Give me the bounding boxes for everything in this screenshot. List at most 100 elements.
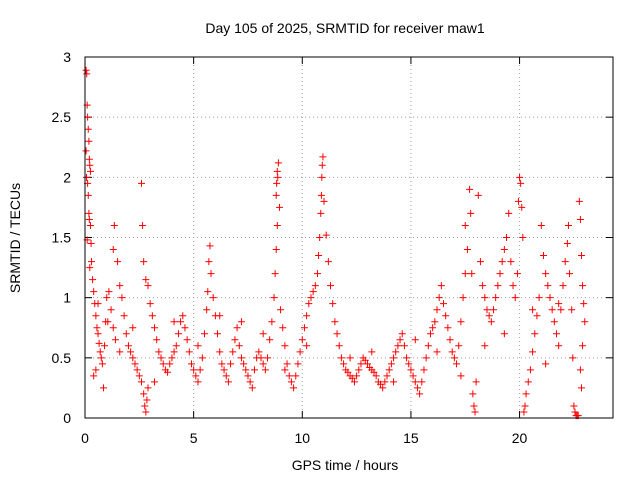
data-point	[357, 360, 365, 368]
y-tick-label: 1.5	[52, 230, 72, 246]
x-tick-label: 0	[81, 430, 89, 446]
data-point	[170, 348, 178, 356]
data-point	[127, 348, 135, 356]
data-point	[170, 318, 178, 326]
data-point	[431, 318, 439, 326]
data-point	[248, 384, 256, 392]
data-point	[576, 215, 584, 223]
data-point	[407, 366, 415, 374]
data-point	[107, 306, 115, 314]
data-point	[116, 282, 124, 290]
data-point	[481, 342, 489, 350]
data-point	[503, 234, 511, 241]
data-point	[396, 336, 404, 344]
data-point	[442, 312, 450, 320]
data-point	[122, 330, 130, 338]
data-point	[237, 318, 245, 326]
data-point	[331, 318, 339, 326]
data-point	[390, 378, 398, 386]
data-point	[544, 282, 552, 290]
data-point	[481, 294, 489, 302]
data-point	[114, 258, 122, 266]
data-point	[95, 339, 103, 347]
data-point	[522, 390, 530, 398]
data-point	[109, 246, 117, 254]
data-point	[273, 167, 281, 175]
data-point	[220, 366, 228, 374]
data-point	[157, 354, 165, 362]
x-tick-label: 20	[512, 430, 528, 446]
data-point	[394, 342, 402, 350]
data-point	[85, 215, 93, 223]
data-point	[555, 342, 563, 350]
data-point	[348, 374, 356, 382]
data-point	[513, 270, 521, 278]
data-point	[570, 402, 578, 410]
data-point	[420, 366, 428, 374]
data-point	[363, 360, 371, 368]
data-point	[151, 378, 159, 386]
data-point	[433, 306, 441, 314]
data-point	[266, 336, 274, 344]
data-point	[146, 300, 154, 308]
data-point	[259, 360, 267, 368]
data-point	[319, 153, 327, 161]
data-point	[479, 282, 487, 290]
data-point	[118, 294, 126, 302]
data-point	[476, 258, 484, 266]
data-point	[520, 408, 528, 416]
data-point	[198, 354, 206, 362]
data-point	[166, 360, 174, 368]
data-point	[164, 368, 172, 376]
data-point	[387, 360, 395, 368]
data-point	[468, 270, 476, 278]
data-point	[179, 312, 187, 320]
data-point	[83, 173, 91, 181]
data-point	[142, 276, 150, 284]
y-tick-label: 3	[63, 49, 71, 65]
data-point	[285, 372, 293, 380]
data-point	[317, 209, 325, 217]
data-point	[370, 368, 378, 376]
data-point	[255, 348, 263, 356]
data-point	[470, 402, 478, 410]
data-point	[516, 173, 524, 181]
data-point	[194, 378, 202, 386]
data-point	[429, 324, 437, 332]
data-point	[83, 70, 91, 78]
data-point	[390, 354, 398, 362]
data-point	[272, 246, 280, 254]
data-point	[259, 330, 267, 338]
data-point	[237, 354, 245, 362]
data-point	[546, 294, 554, 302]
data-point	[85, 209, 93, 217]
data-point	[377, 380, 385, 388]
data-point	[93, 324, 101, 332]
data-point	[315, 252, 323, 260]
data-point	[300, 324, 308, 332]
data-point	[524, 378, 532, 386]
data-point	[400, 342, 408, 350]
data-point	[90, 372, 98, 380]
data-point	[84, 125, 92, 133]
data-point	[207, 270, 215, 278]
data-point	[409, 372, 417, 380]
data-point	[98, 360, 106, 368]
data-point	[542, 360, 550, 368]
data-point	[190, 366, 198, 374]
data-point	[305, 300, 313, 308]
data-point	[550, 318, 558, 326]
data-point	[548, 306, 556, 314]
data-point	[509, 282, 517, 290]
data-point	[350, 378, 358, 386]
data-point	[555, 300, 563, 308]
data-point	[172, 342, 180, 350]
data-point	[94, 300, 102, 308]
data-point	[133, 366, 141, 374]
data-point	[324, 258, 332, 266]
data-point	[298, 336, 306, 344]
data-point	[144, 384, 152, 392]
data-point	[424, 342, 432, 350]
plot-frame	[84, 56, 614, 419]
data-point	[405, 360, 413, 368]
